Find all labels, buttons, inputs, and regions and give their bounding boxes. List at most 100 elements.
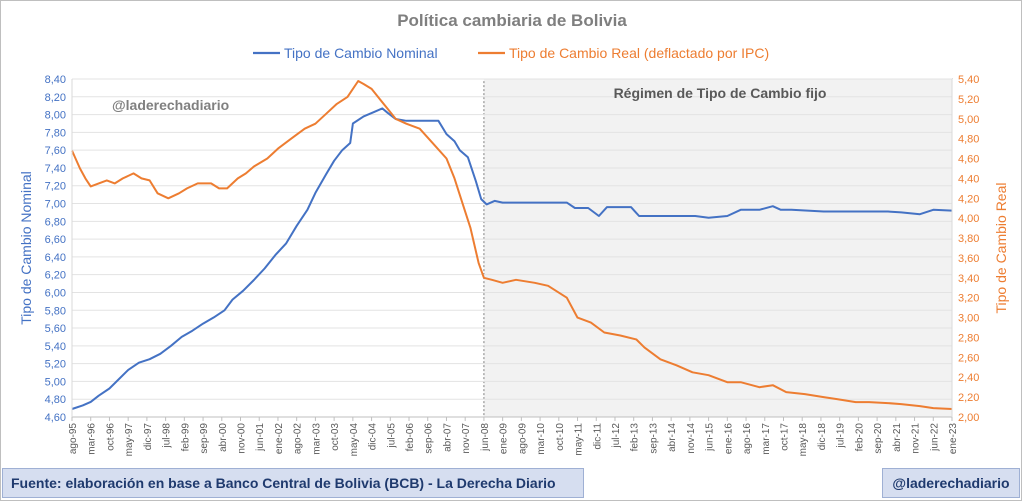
y-left-tick-label: 8,20 (45, 92, 66, 104)
y-left-tick-label: 7,40 (45, 163, 66, 175)
x-tick-label: mar-03 (311, 423, 322, 455)
y-right-tick-label: 5,00 (958, 114, 979, 126)
x-tick-label: feb-20 (854, 423, 865, 452)
y-left-tick-label: 7,00 (45, 199, 66, 211)
y-left-tick-label: 5,00 (45, 376, 66, 388)
y-right-tick-label: 4,80 (958, 134, 979, 146)
x-tick-label: mar-17 (761, 423, 772, 455)
x-tick-label: oct-10 (555, 423, 566, 451)
x-tick-label: sep-20 (873, 423, 884, 454)
y-right-tick-label: 2,20 (958, 392, 979, 404)
y-left-tick-label: 8,40 (45, 74, 66, 86)
x-tick-label: nov-00 (237, 423, 248, 454)
y-right-tick-label: 4,40 (958, 173, 979, 185)
x-tick-label: jul-05 (386, 423, 397, 449)
y-left-tick-label: 8,00 (45, 110, 66, 122)
y-left-tick-label: 4,80 (45, 394, 66, 406)
x-tick-label: may-18 (798, 423, 809, 457)
x-tick-label: dic-97 (143, 423, 154, 451)
x-tick-label: oct-96 (105, 423, 116, 451)
series-line-real (71, 80, 953, 410)
x-tick-label: feb-13 (630, 423, 641, 452)
x-tick-label: ago-02 (293, 423, 304, 455)
x-tick-label: sep-06 (424, 423, 435, 454)
y-left-tick-label: 6,80 (45, 216, 66, 228)
y-right-tick-label: 4,20 (958, 193, 979, 205)
y-axis-left-label: Tipo de Cambio Nominal (18, 171, 34, 325)
x-tick-label: mar-96 (87, 423, 98, 455)
y-right-tick-label: 3,80 (958, 233, 979, 245)
x-tick-label: abr-00 (218, 423, 229, 452)
y-right-tick-label: 3,60 (958, 253, 979, 265)
x-tick-label: oct-03 (330, 423, 341, 451)
x-tick-label: jun-08 (480, 423, 491, 452)
x-tick-label: sep-13 (648, 423, 659, 454)
y-right-tick-label: 5,40 (958, 74, 979, 86)
y-left-tick-label: 6,20 (45, 270, 66, 282)
x-tick-label: may-11 (574, 423, 585, 456)
x-tick-label: ago-09 (517, 423, 528, 455)
x-tick-label: mar-10 (536, 423, 547, 455)
y-right-tick-label: 2,80 (958, 332, 979, 344)
x-tick-label: ago-16 (742, 423, 753, 455)
x-tick-label: feb-99 (180, 423, 191, 452)
x-tick-label: jul-19 (836, 423, 847, 449)
y-left-tick-label: 4,60 (45, 412, 66, 424)
x-tick-label: ene-16 (723, 423, 734, 455)
x-tick-label: abr-21 (892, 423, 903, 452)
y-left-tick-label: 5,80 (45, 305, 66, 317)
y-left-tick-label: 6,60 (45, 234, 66, 246)
x-tick-label: feb-06 (405, 423, 416, 452)
social-handle: @laderechadiario (882, 468, 1020, 498)
x-tick-label: dic-18 (817, 423, 828, 451)
x-tick-label: jun-22 (929, 423, 940, 452)
y-right-tick-label: 5,20 (958, 94, 979, 106)
y-right-tick-label: 3,40 (958, 273, 979, 285)
legend: Tipo de Cambio Nominal Tipo de Cambio Re… (253, 45, 769, 61)
x-tick-label: sep-99 (199, 423, 210, 454)
y-right-tick-label: 2,40 (958, 372, 979, 384)
source-note: Fuente: elaboración en base a Banco Cent… (2, 468, 584, 498)
x-tick-label: dic-04 (368, 423, 379, 451)
x-tick-label: dic-11 (592, 423, 603, 450)
x-tick-label: ago-95 (68, 423, 79, 455)
x-tick-label: ene-23 (948, 423, 959, 455)
fixed-regime-region (483, 78, 953, 418)
x-tick-label: ene-02 (274, 423, 285, 455)
y-right-tick-label: 2,00 (958, 412, 979, 424)
legend-label-nominal: Tipo de Cambio Nominal (284, 45, 438, 61)
x-tick-label: nov-14 (686, 423, 697, 454)
y-axis-right-label: Tipo de Cambio Real (993, 183, 1009, 314)
y-right-tick-label: 3,00 (958, 313, 979, 325)
watermark: @laderechadiario (112, 97, 229, 113)
x-tick-label: jun-01 (255, 423, 266, 452)
y-left-tick-label: 6,00 (45, 287, 66, 299)
x-tick-label: may-97 (124, 423, 135, 457)
y-left-tick-label: 7,80 (45, 127, 66, 139)
x-tick-label: oct-17 (779, 423, 790, 451)
x-tick-label: abr-14 (667, 423, 678, 452)
x-tick-label: nov-21 (911, 423, 922, 454)
legend-label-real: Tipo de Cambio Real (deflactado por IPC) (509, 45, 769, 61)
x-tick-label: abr-07 (442, 423, 453, 452)
y-right-tick-label: 2,60 (958, 352, 979, 364)
y-right-tick-label: 3,20 (958, 293, 979, 305)
y-left-tick-label: 7,60 (45, 145, 66, 157)
x-tick-label: nov-07 (461, 423, 472, 454)
y-left-tick-label: 7,20 (45, 181, 66, 193)
y-right-tick-label: 4,60 (958, 154, 979, 166)
x-tick-label: jul-98 (162, 423, 173, 449)
series-line-nominal (71, 107, 953, 410)
x-tick-label: jun-15 (705, 423, 716, 452)
y-left-tick-label: 5,40 (45, 341, 66, 353)
x-tick-label: jul-12 (611, 423, 622, 449)
y-left-tick-label: 6,40 (45, 252, 66, 264)
chart: 4,60 4,80 5,00 5,20 5,40 5,60 5,80 6,00 6,20 6,40… (18, 11, 1009, 457)
x-tick-label: may-04 (349, 423, 360, 457)
y-left-tick-label: 5,60 (45, 323, 66, 335)
x-tick-label: ene-09 (499, 423, 510, 455)
y-right-tick-label: 4,00 (958, 213, 979, 225)
y-left-tick-label: 5,20 (45, 359, 66, 371)
region-label: Régimen de Tipo de Cambio fijo (614, 85, 827, 101)
